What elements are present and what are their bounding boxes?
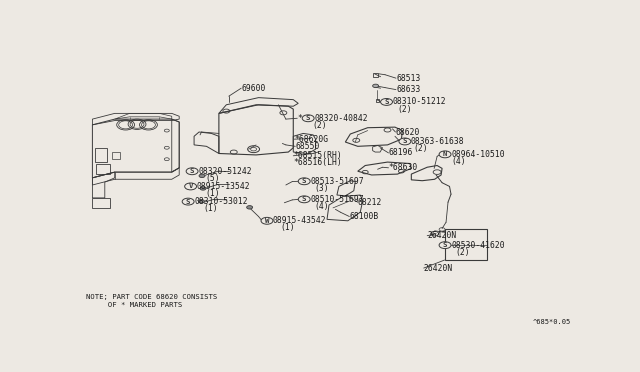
Text: 08310-51212: 08310-51212 (392, 97, 446, 106)
Text: 08964-10510: 08964-10510 (451, 150, 504, 159)
Text: S: S (302, 178, 307, 184)
Text: 08530-41620: 08530-41620 (451, 241, 504, 250)
Text: (5): (5) (205, 174, 220, 183)
Circle shape (381, 99, 392, 105)
Text: 68100B: 68100B (349, 212, 379, 221)
Circle shape (246, 206, 253, 209)
Text: ^685*0.05: ^685*0.05 (532, 319, 571, 325)
Text: NOTE; PART CODE 68620 CONSISTS: NOTE; PART CODE 68620 CONSISTS (86, 294, 217, 300)
Circle shape (186, 168, 198, 175)
Text: (1): (1) (205, 189, 220, 198)
Text: W: W (265, 218, 269, 224)
Text: S: S (190, 168, 195, 174)
Text: 68620: 68620 (396, 128, 420, 137)
Circle shape (439, 151, 451, 158)
Text: 08915-43542: 08915-43542 (273, 216, 326, 225)
Circle shape (200, 187, 206, 190)
Text: 08363-61638: 08363-61638 (411, 137, 465, 146)
Text: OF * MARKED PARTS: OF * MARKED PARTS (86, 302, 182, 308)
Text: 26420N: 26420N (428, 231, 456, 240)
Text: *: * (297, 114, 302, 123)
Circle shape (298, 178, 310, 185)
Text: (2): (2) (455, 248, 470, 257)
Text: 08310-53012: 08310-53012 (194, 197, 248, 206)
Text: 68212: 68212 (358, 198, 382, 207)
Circle shape (199, 174, 205, 177)
Circle shape (439, 242, 451, 248)
Text: 26420N: 26420N (424, 264, 453, 273)
Circle shape (298, 196, 310, 203)
Circle shape (302, 115, 314, 122)
Text: S: S (403, 138, 407, 144)
Text: 08915-13542: 08915-13542 (196, 182, 250, 191)
Text: (1): (1) (203, 204, 218, 213)
Text: 08513-51697: 08513-51697 (310, 177, 364, 186)
Text: (2): (2) (312, 121, 327, 130)
Text: *68516(LH): *68516(LH) (293, 158, 342, 167)
Text: 68196: 68196 (388, 148, 413, 157)
Circle shape (399, 138, 411, 145)
Circle shape (372, 84, 379, 87)
Circle shape (261, 217, 273, 224)
Text: 08320-51242: 08320-51242 (198, 167, 252, 176)
Text: (2): (2) (413, 144, 428, 153)
Circle shape (185, 183, 196, 190)
Text: S: S (384, 99, 388, 105)
Text: (3): (3) (314, 184, 329, 193)
Text: S: S (186, 199, 190, 205)
Text: *68630: *68630 (388, 163, 418, 172)
Text: 08510-51697: 08510-51697 (310, 195, 364, 204)
Text: 68513: 68513 (396, 74, 421, 83)
Text: (4): (4) (451, 157, 466, 166)
Text: 68550: 68550 (295, 142, 319, 151)
Text: S: S (443, 242, 447, 248)
Text: (4): (4) (314, 202, 329, 211)
Text: 69600: 69600 (241, 84, 266, 93)
Text: S: S (306, 115, 310, 121)
Circle shape (198, 200, 205, 203)
Text: S: S (302, 196, 307, 202)
Text: (1): (1) (280, 224, 295, 232)
Text: *68620G: *68620G (294, 135, 328, 144)
Text: 08320-40842: 08320-40842 (314, 114, 368, 123)
Circle shape (182, 198, 194, 205)
Text: N: N (443, 151, 447, 157)
Text: 68633: 68633 (396, 85, 421, 94)
Text: (2): (2) (397, 105, 412, 115)
Text: *68515(RH): *68515(RH) (293, 151, 342, 160)
Text: V: V (188, 183, 193, 189)
